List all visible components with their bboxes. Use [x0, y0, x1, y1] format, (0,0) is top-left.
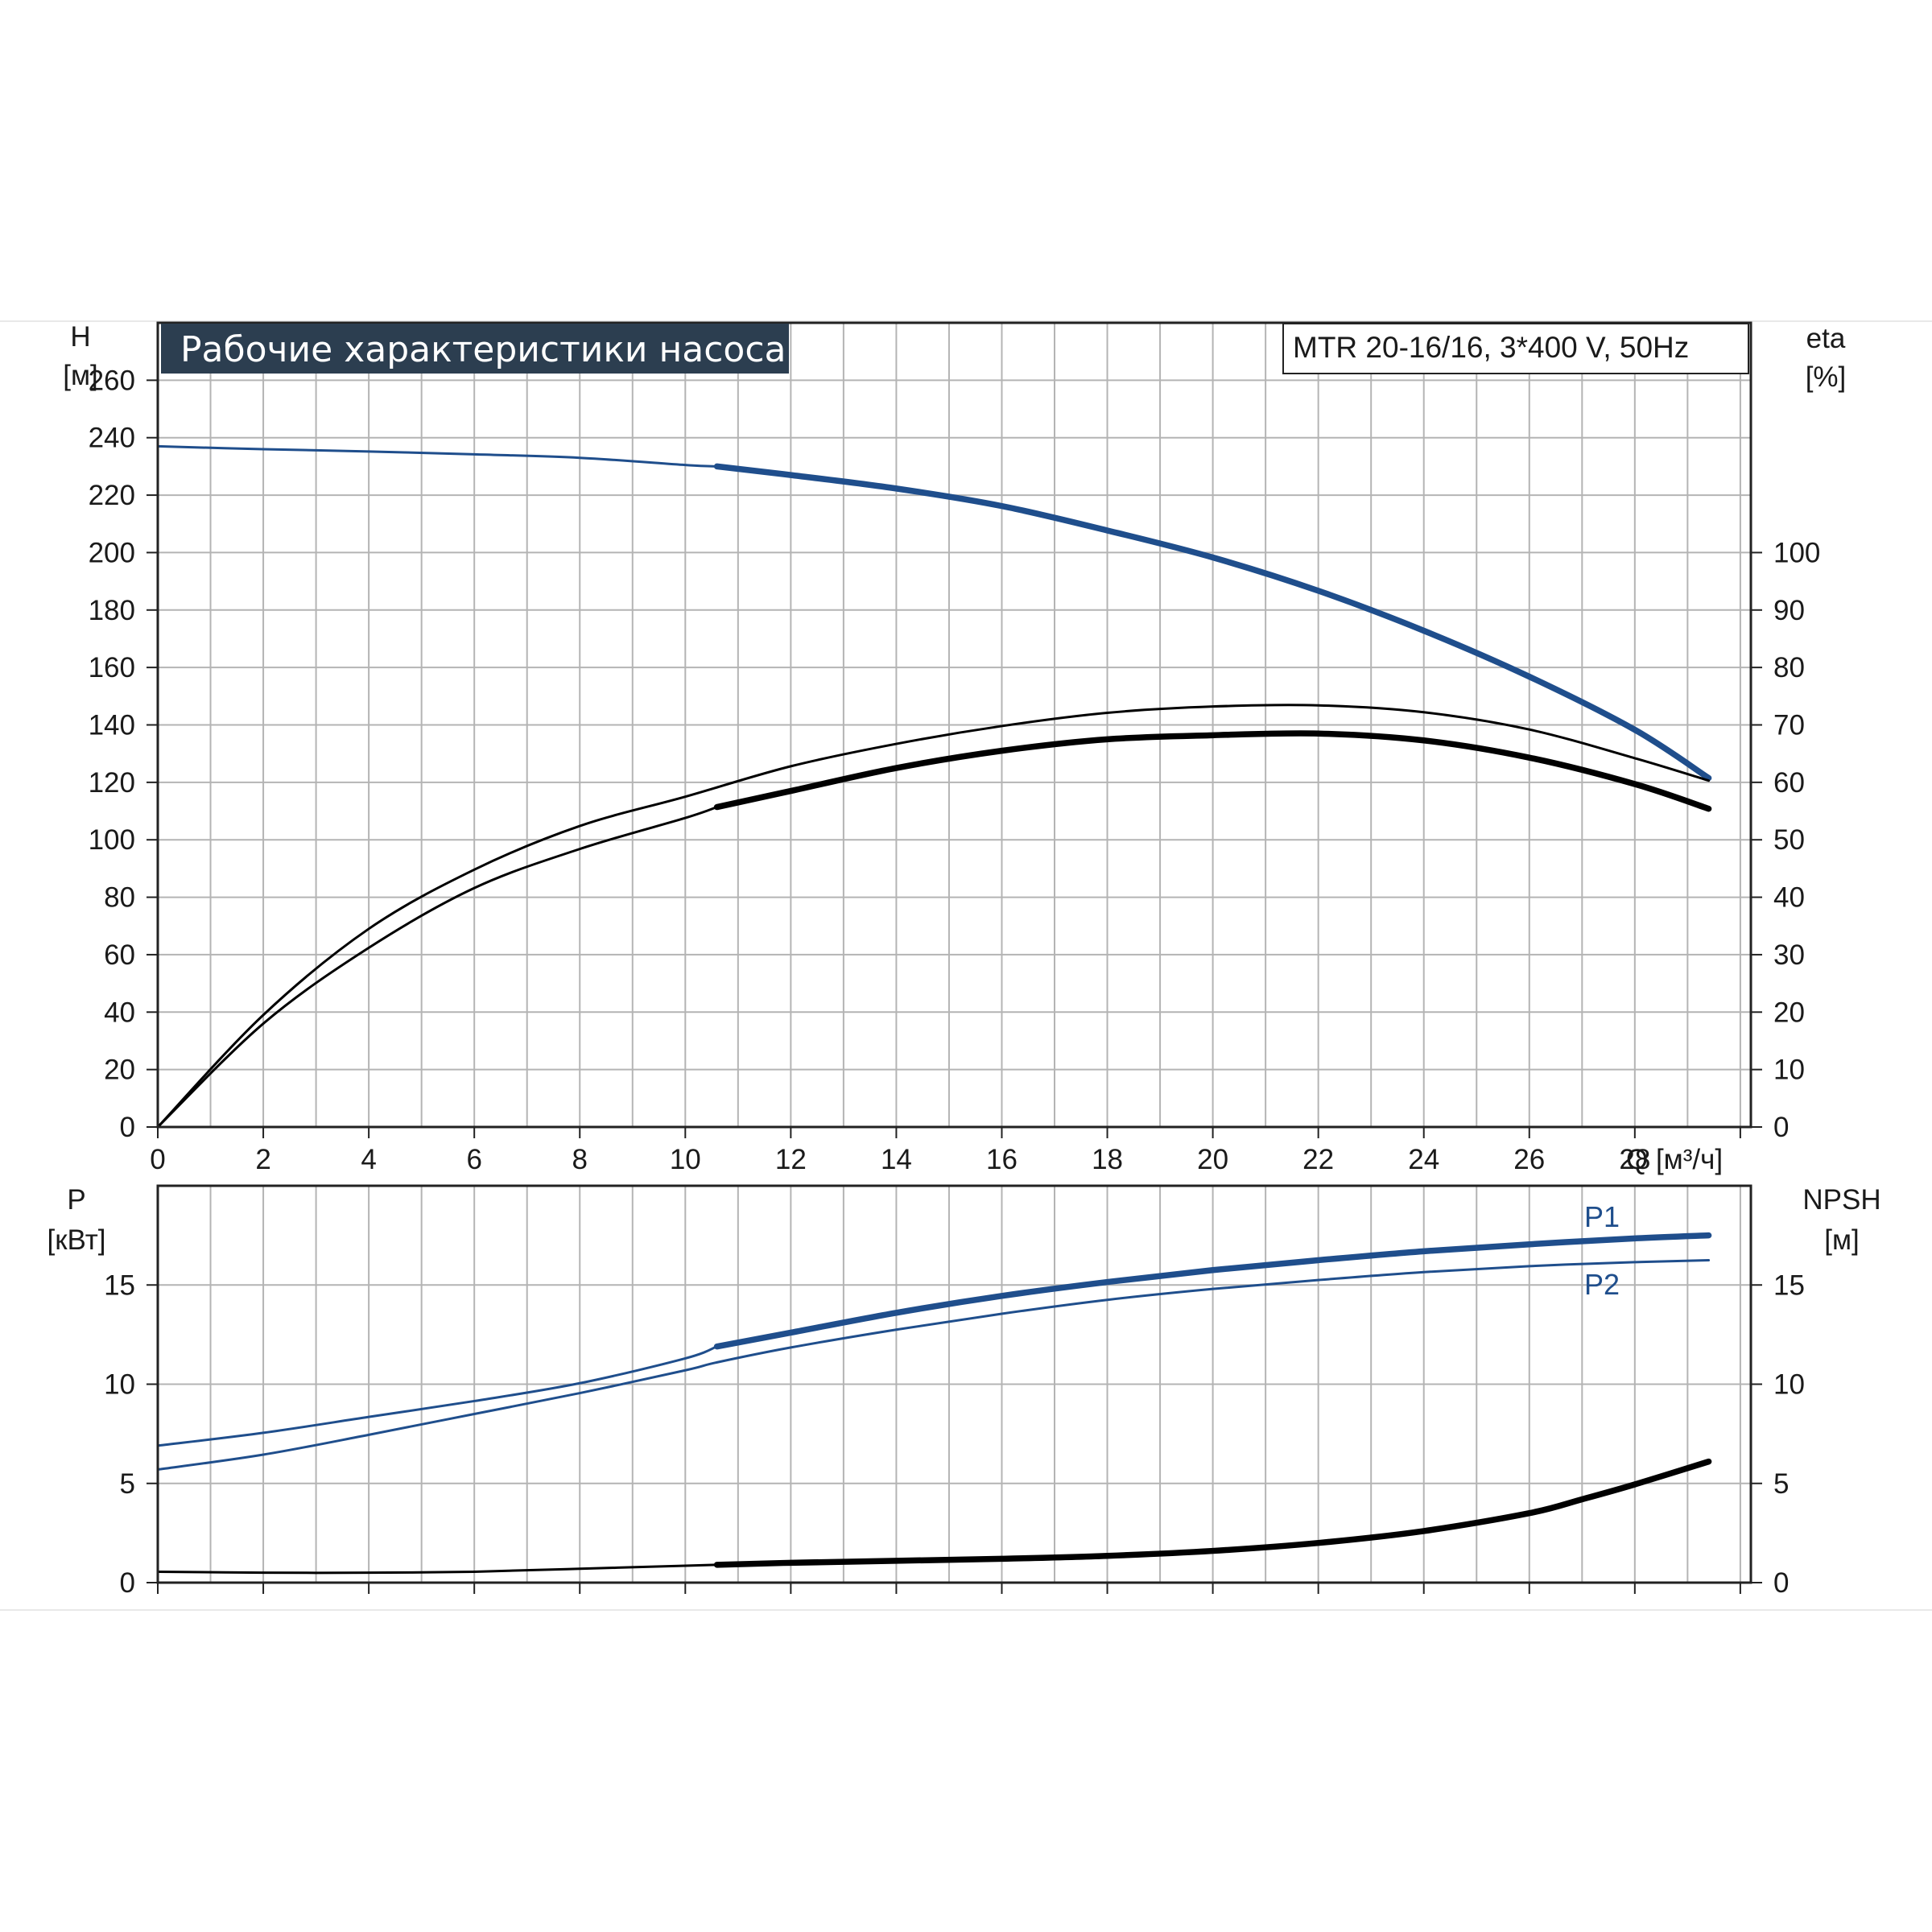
x-tick-label: 0 — [150, 1144, 165, 1175]
x-tick-label: 8 — [572, 1144, 588, 1175]
model-label: MTR 20-16/16, 3*400 V, 50Hz — [1293, 331, 1689, 364]
y-left-tick-label: 0 — [120, 1567, 135, 1599]
y-left-tick-label: 200 — [89, 537, 135, 568]
x-tick-label: 26 — [1513, 1144, 1545, 1175]
chart-title: Рабочие характеристики насоса — [180, 329, 786, 370]
top-plot-series — [156, 444, 1712, 1129]
series-line-thin-2 — [156, 806, 719, 1129]
series-line-thick-2 — [713, 730, 1712, 812]
y-left-tick-label: 120 — [89, 767, 135, 799]
bottom-plot-grid — [158, 1186, 1751, 1583]
top-plot-tick-labels: 0204060801001201401601802002202402600102… — [89, 365, 1821, 1175]
x-tick-label: 28 — [1619, 1144, 1650, 1175]
y-right-tick-label: 50 — [1773, 824, 1805, 856]
y-right-tick-label: 60 — [1773, 767, 1805, 799]
series-line-thin-1 — [156, 1258, 1711, 1471]
y-left-label-h: H — [70, 321, 90, 353]
y-left-unit-kw: [кВт] — [47, 1224, 106, 1256]
x-tick-label: 6 — [466, 1144, 481, 1175]
x-tick-label: 14 — [881, 1144, 912, 1175]
y-right-unit-percent: [%] — [1806, 361, 1847, 393]
y-right-tick-label: 5 — [1773, 1468, 1789, 1500]
x-tick-label: 2 — [255, 1144, 270, 1175]
x-tick-label: 20 — [1197, 1144, 1228, 1175]
y-left-tick-label: 140 — [89, 710, 135, 741]
x-axis-label: Q [м³/ч] — [1626, 1144, 1723, 1175]
y-left-tick-label: 260 — [89, 365, 135, 396]
series-label-p1: P1 — [1584, 1200, 1620, 1233]
series-line-thick-0 — [713, 463, 1712, 782]
series-line-thin-1 — [156, 704, 1711, 1129]
y-right-tick-label: 0 — [1773, 1567, 1789, 1599]
y-left-tick-label: 160 — [89, 652, 135, 683]
y-left-tick-label: 40 — [104, 997, 135, 1028]
y-right-tick-label: 20 — [1773, 997, 1805, 1028]
y-right-tick-label: 10 — [1773, 1369, 1805, 1401]
y-left-tick-label: 100 — [89, 824, 135, 856]
y-right-tick-label: 15 — [1773, 1269, 1805, 1301]
x-tick-label: 4 — [361, 1144, 376, 1175]
series-line-thin-0 — [156, 444, 719, 468]
model-box — [1282, 323, 1749, 374]
y-left-tick-label: 10 — [104, 1369, 135, 1401]
y-right-label-eta: eta — [1806, 323, 1846, 354]
y-right-unit-m: [м] — [1824, 1224, 1860, 1256]
y-left-tick-label: 15 — [104, 1269, 135, 1301]
y-right-tick-label: 0 — [1773, 1112, 1789, 1143]
bottom-plot-series — [156, 1232, 1712, 1575]
series-line-thick-0 — [713, 1232, 1712, 1350]
y-right-tick-label: 30 — [1773, 939, 1805, 971]
y-right-label-npsh: NPSH — [1802, 1184, 1880, 1216]
y-left-tick-label: 240 — [89, 423, 135, 454]
y-left-tick-label: 180 — [89, 595, 135, 626]
y-left-tick-label: 60 — [104, 939, 135, 971]
x-tick-label: 18 — [1092, 1144, 1123, 1175]
y-left-unit-m: [м] — [63, 360, 98, 391]
series-line-thick-2 — [713, 1458, 1712, 1568]
y-right-tick-label: 70 — [1773, 710, 1805, 741]
y-right-tick-label: 100 — [1773, 537, 1820, 568]
series-line-thin-0 — [156, 1345, 719, 1447]
y-left-tick-label: 220 — [89, 480, 135, 511]
y-left-tick-label: 20 — [104, 1055, 135, 1086]
y-left-tick-label: 80 — [104, 882, 135, 914]
y-left-tick-label: 0 — [120, 1112, 135, 1143]
chart-title-box — [161, 324, 789, 374]
y-right-tick-label: 40 — [1773, 882, 1805, 914]
y-left-label-p: P — [67, 1184, 85, 1216]
x-tick-label: 16 — [986, 1144, 1018, 1175]
y-right-tick-label: 80 — [1773, 652, 1805, 683]
series-label-p2: P2 — [1584, 1268, 1620, 1301]
x-tick-label: 22 — [1302, 1144, 1334, 1175]
y-right-tick-label: 90 — [1773, 595, 1805, 626]
series-line-thin-2 — [156, 1563, 719, 1575]
y-left-tick-label: 5 — [120, 1468, 135, 1500]
x-tick-label: 24 — [1408, 1144, 1439, 1175]
bottom-plot-tick-labels: 0 5 10 15 0 5 10 15 — [104, 1269, 1805, 1599]
x-tick-label: 10 — [670, 1144, 701, 1175]
y-right-tick-label: 10 — [1773, 1055, 1805, 1086]
x-tick-label: 12 — [775, 1144, 807, 1175]
